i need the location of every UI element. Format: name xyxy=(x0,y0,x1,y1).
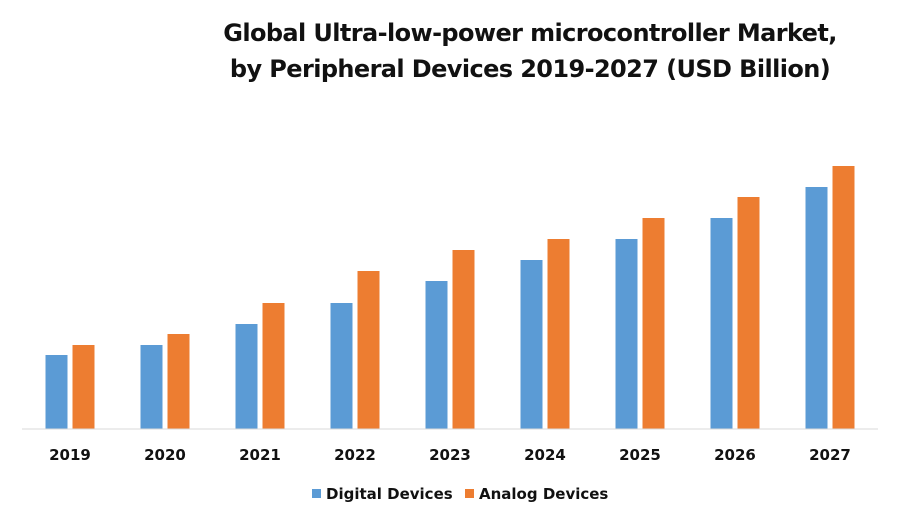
chart-title-line-1: Global Ultra-low-power microcontroller M… xyxy=(223,19,837,47)
x-tick-label-2025: 2025 xyxy=(619,446,661,464)
legend-item-digital-devices: Digital Devices xyxy=(312,485,453,503)
bar-analog-devices-2025 xyxy=(642,218,665,429)
x-tick-label-2020: 2020 xyxy=(144,446,186,464)
legend-swatch-digital-devices xyxy=(312,489,321,498)
legend-swatch-analog-devices xyxy=(465,489,474,498)
x-tick-labels: 2019 2020 2021 2022 2023 2024 2025 2026 2027 xyxy=(49,446,851,464)
bar-analog-devices-2022 xyxy=(357,271,380,429)
x-tick-label-2027: 2027 xyxy=(809,446,851,464)
x-tick-label-2021: 2021 xyxy=(239,446,281,464)
bar-analog-devices-2019 xyxy=(72,345,95,429)
bar-analog-devices-2027 xyxy=(832,166,855,429)
bar-digital-devices-2027 xyxy=(805,187,828,429)
legend-label-analog-devices: Analog Devices xyxy=(479,485,608,503)
legend-label-digital-devices: Digital Devices xyxy=(326,485,453,503)
chart-title-line-2: by Peripheral Devices 2019-2027 (USD Bil… xyxy=(229,55,831,83)
bar-analog-devices-2024 xyxy=(547,239,570,429)
bar-digital-devices-2023 xyxy=(425,281,448,429)
bar-analog-devices-2021 xyxy=(262,303,285,429)
legend: Digital Devices Analog Devices xyxy=(312,485,608,503)
bar-digital-devices-2019 xyxy=(45,355,68,429)
bar-analog-devices-2020 xyxy=(167,334,190,429)
bar-digital-devices-2024 xyxy=(520,260,543,429)
bar-analog-devices-2026 xyxy=(737,197,760,429)
x-tick-label-2019: 2019 xyxy=(49,446,91,464)
bar-digital-devices-2021 xyxy=(235,324,258,429)
bars-layer xyxy=(45,166,855,429)
bar-digital-devices-2025 xyxy=(615,239,638,429)
x-tick-label-2026: 2026 xyxy=(714,446,756,464)
bar-digital-devices-2020 xyxy=(140,345,163,429)
legend-item-analog-devices: Analog Devices xyxy=(465,485,608,503)
x-tick-label-2023: 2023 xyxy=(429,446,471,464)
x-tick-label-2022: 2022 xyxy=(334,446,376,464)
bar-digital-devices-2022 xyxy=(330,303,353,429)
bar-analog-devices-2023 xyxy=(452,250,475,429)
bar-digital-devices-2026 xyxy=(710,218,733,429)
x-tick-label-2024: 2024 xyxy=(524,446,566,464)
